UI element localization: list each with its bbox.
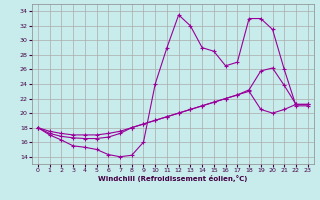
X-axis label: Windchill (Refroidissement éolien,°C): Windchill (Refroidissement éolien,°C) bbox=[98, 175, 247, 182]
